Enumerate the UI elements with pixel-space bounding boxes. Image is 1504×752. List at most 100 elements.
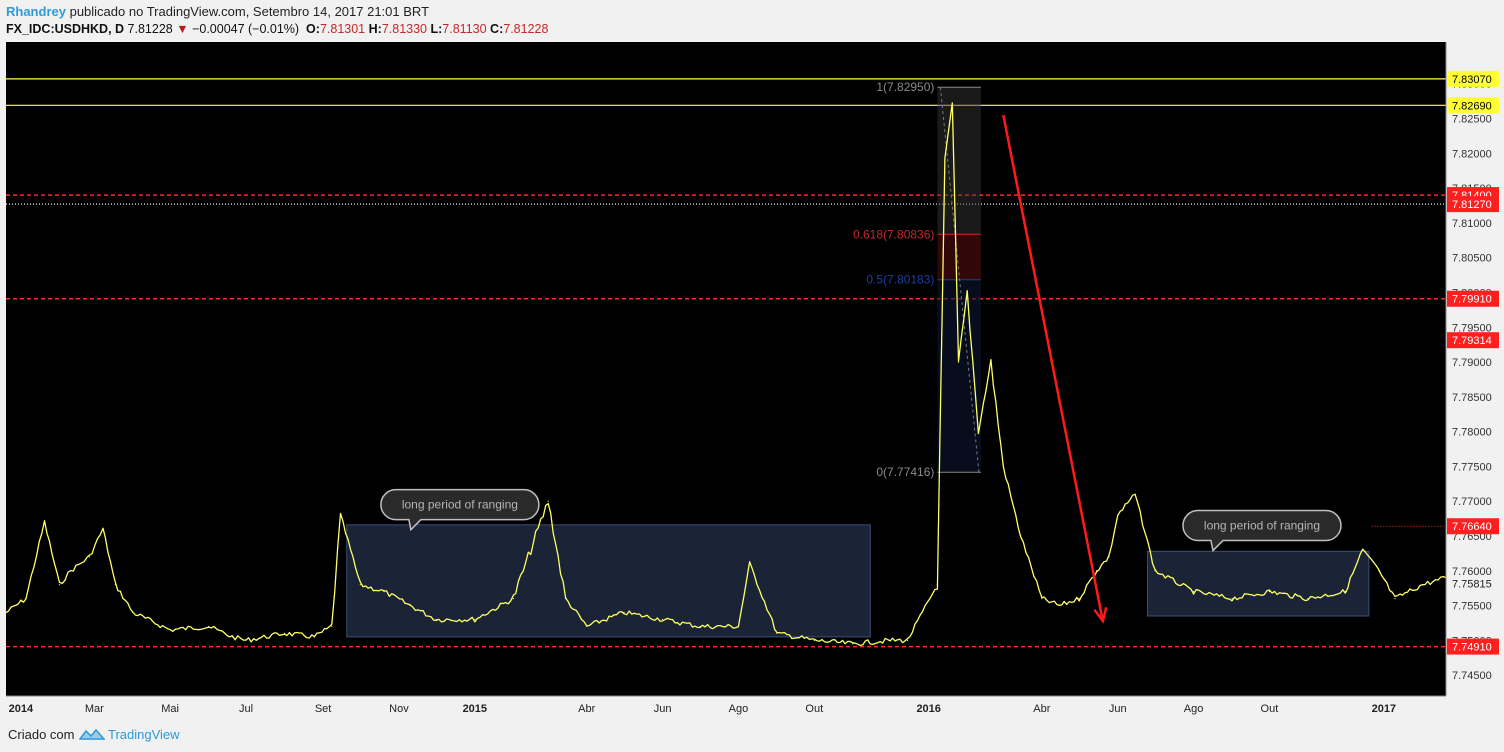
high-label: H: — [368, 22, 382, 36]
x-tick-label: 2017 — [1372, 703, 1396, 715]
fib-trend-line — [939, 87, 980, 473]
x-tick-label: Out — [805, 703, 823, 715]
made-with-label: Criado com — [8, 727, 75, 742]
price-chart[interactable]: 1(7.82950) 0.618(7.80836) 0.5(7.80183) 0(7.… — [0, 42, 1504, 718]
fib-level-label-1: 0.618(7.80836) — [853, 227, 934, 241]
price-point — [283, 632, 286, 634]
price-point — [776, 632, 778, 634]
y-tick-label: 7.78000 — [1452, 427, 1492, 439]
price-point — [1041, 597, 1043, 600]
last-price: 7.81228 — [127, 22, 173, 36]
price-tag-label-p1: 7.76640 — [1452, 521, 1492, 533]
price-tag-bg-p2 — [1447, 575, 1499, 592]
price-point — [1362, 549, 1364, 551]
price-point — [114, 584, 117, 586]
low-label: L: — [430, 22, 443, 36]
x-tick-label: Mar — [85, 703, 104, 715]
x-tick-label: Jun — [654, 703, 672, 715]
price-point — [936, 584, 938, 586]
price-point — [331, 625, 333, 628]
price-point — [661, 618, 664, 621]
x-tick-label: 2015 — [463, 703, 487, 715]
price-point — [132, 611, 134, 614]
callout-bubble-0[interactable] — [380, 488, 540, 532]
price-point — [1095, 570, 1098, 572]
price-point — [231, 636, 233, 638]
price-point — [1344, 591, 1346, 593]
price-point — [1154, 570, 1156, 572]
price-tag-label-p0: 7.79314 — [1452, 335, 1492, 347]
close-label: C: — [490, 22, 504, 36]
price-axis[interactable] — [1446, 42, 1504, 718]
price-point — [957, 361, 960, 363]
price-point — [102, 528, 104, 530]
price-tag-label-h1: 7.82690 — [1452, 100, 1492, 112]
trend-arrow-head-icon — [1093, 606, 1108, 624]
price-point — [1231, 597, 1233, 600]
x-tick-label: Set — [315, 703, 332, 715]
price-point — [474, 618, 476, 621]
price-point — [1378, 570, 1380, 572]
x-tick-label: Mai — [161, 703, 179, 715]
price-point — [966, 291, 968, 294]
price-point — [58, 584, 61, 586]
price-tag-bg-p0 — [1447, 332, 1499, 349]
price-point — [1134, 493, 1136, 495]
y-tick-label: 7.76000 — [1452, 566, 1492, 578]
price-tag-label-p2: 7.75815 — [1452, 579, 1492, 591]
price-point — [564, 597, 567, 600]
fib-zone-golden — [937, 234, 981, 280]
x-tick-label: Abr — [578, 703, 595, 715]
price-point — [1117, 514, 1119, 516]
price-point — [5, 611, 7, 614]
close-value: 7.81228 — [503, 22, 549, 36]
price-point — [944, 159, 946, 161]
price-point — [435, 618, 437, 621]
price-series-line[interactable] — [5, 102, 1447, 647]
author-name[interactable]: Rhandrey — [6, 4, 66, 19]
callout-bubble-1[interactable] — [1182, 509, 1342, 553]
y-tick-label: 7.82500 — [1452, 114, 1492, 126]
x-tick-label: Ago — [729, 703, 749, 715]
price-point — [1078, 597, 1080, 600]
price-tag-label-h5: 7.74910 — [1452, 642, 1492, 654]
fib-level-label-3: 0(7.77416) — [876, 465, 934, 479]
price-point — [169, 629, 171, 631]
y-tick-label: 7.82000 — [1452, 148, 1492, 160]
callout-text-1: long period of ranging — [1204, 519, 1320, 533]
price-point — [409, 604, 411, 607]
price-point — [586, 625, 588, 628]
trend-arrow-line[interactable] — [1002, 114, 1105, 622]
time-axis[interactable] — [6, 696, 1446, 718]
price-point — [951, 104, 953, 106]
open-label: O: — [306, 22, 320, 36]
price-point — [990, 361, 992, 363]
tradingview-logo-icon — [79, 728, 105, 740]
publish-line: Rhandrey publicado no TradingView.com, S… — [6, 4, 429, 19]
price-point — [70, 570, 72, 572]
x-tick-label: Jul — [239, 703, 253, 715]
price-point — [852, 643, 854, 645]
x-tick-label: Out — [1261, 703, 1279, 715]
range-box-0[interactable] — [346, 524, 871, 638]
price-point — [977, 431, 980, 433]
fib-level-label-0: 1(7.82950) — [876, 80, 934, 94]
price-tag-bg-p1 — [1447, 518, 1499, 535]
range-box-1[interactable] — [1147, 550, 1370, 617]
price-tag-bg-h4 — [1447, 290, 1499, 307]
price-tag-label-h4: 7.79910 — [1452, 294, 1492, 306]
price-point — [1421, 584, 1423, 586]
price-tag-label-h0: 7.83070 — [1452, 74, 1492, 86]
price-point — [1108, 556, 1110, 558]
x-tick-label: Abr — [1033, 703, 1050, 715]
price-point — [383, 591, 385, 593]
symbol-label: FX_IDC:USDHKD, D — [6, 22, 125, 36]
tradingview-brand[interactable]: TradingView — [108, 727, 180, 742]
y-tick-label: 7.80500 — [1452, 253, 1492, 265]
high-value: 7.81330 — [381, 22, 427, 36]
price-point — [1058, 604, 1060, 607]
fib-level-label-2: 0.5(7.80183) — [866, 273, 934, 287]
price-point — [1192, 591, 1195, 593]
x-tick-label: Jun — [1109, 703, 1127, 715]
price-point — [749, 563, 751, 565]
